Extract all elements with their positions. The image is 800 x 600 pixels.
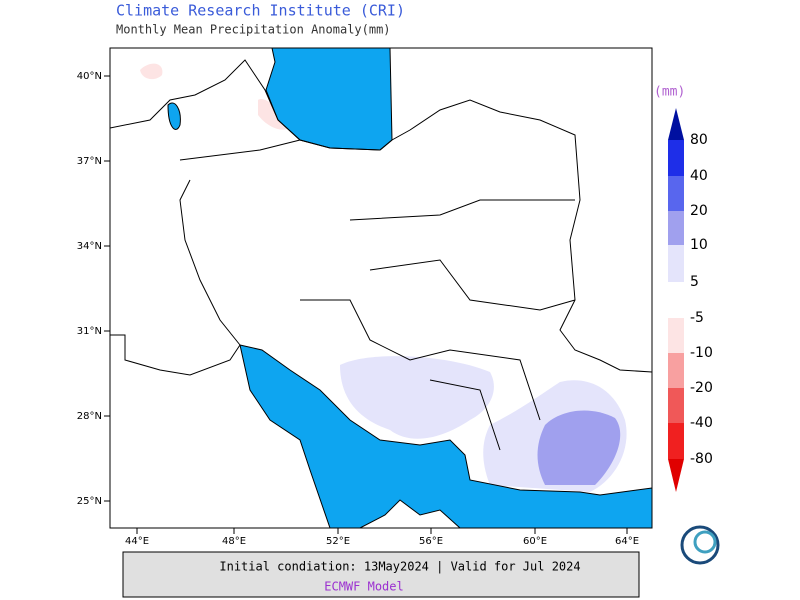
border	[110, 59, 652, 373]
legend-unit: (mm)	[654, 85, 685, 100]
legend-label: -80	[690, 451, 713, 467]
province-border	[179, 139, 576, 451]
footer-box	[122, 551, 640, 598]
lon-label: 48°E	[222, 536, 246, 547]
map	[109, 47, 653, 529]
subtitle: Monthly Mean Precipitation Anomaly(mm)	[116, 23, 391, 37]
lon-label: 44°E	[125, 536, 149, 547]
colorbar	[668, 108, 684, 492]
anomaly-area	[140, 63, 163, 80]
lat-label: 28°N	[77, 411, 102, 422]
lon-label: 52°E	[326, 536, 350, 547]
logo	[680, 525, 720, 565]
legend-label: 80	[690, 132, 708, 148]
footer-model: ECMWF Model	[324, 580, 403, 594]
legend-label: -10	[690, 345, 713, 361]
title: Climate Research Institute (CRI)	[116, 2, 405, 20]
lon-label: 60°E	[523, 536, 547, 547]
lon-label: 64°E	[615, 536, 639, 547]
anomaly-area	[537, 410, 621, 485]
legend-label: -5	[690, 310, 704, 326]
lat-label: 40°N	[77, 71, 102, 82]
lat-label: 25°N	[77, 496, 102, 507]
legend-label: 40	[690, 168, 708, 184]
anomaly-area	[340, 356, 494, 439]
lon-label: 56°E	[419, 536, 443, 547]
footer-info: Initial condiation: 13May2024 | Valid fo…	[219, 560, 580, 574]
legend-label: 20	[690, 203, 708, 219]
lat-label: 37°N	[77, 156, 102, 167]
lake	[167, 102, 181, 130]
lat-label: 31°N	[77, 326, 102, 337]
lat-label: 34°N	[77, 241, 102, 252]
legend-label: -40	[690, 415, 713, 431]
map-frame	[109, 47, 653, 529]
legend-label: 5	[690, 274, 699, 290]
legend-label: 10	[690, 237, 708, 253]
border	[110, 334, 241, 376]
legend-label: -20	[690, 380, 713, 396]
gulf	[239, 344, 652, 528]
